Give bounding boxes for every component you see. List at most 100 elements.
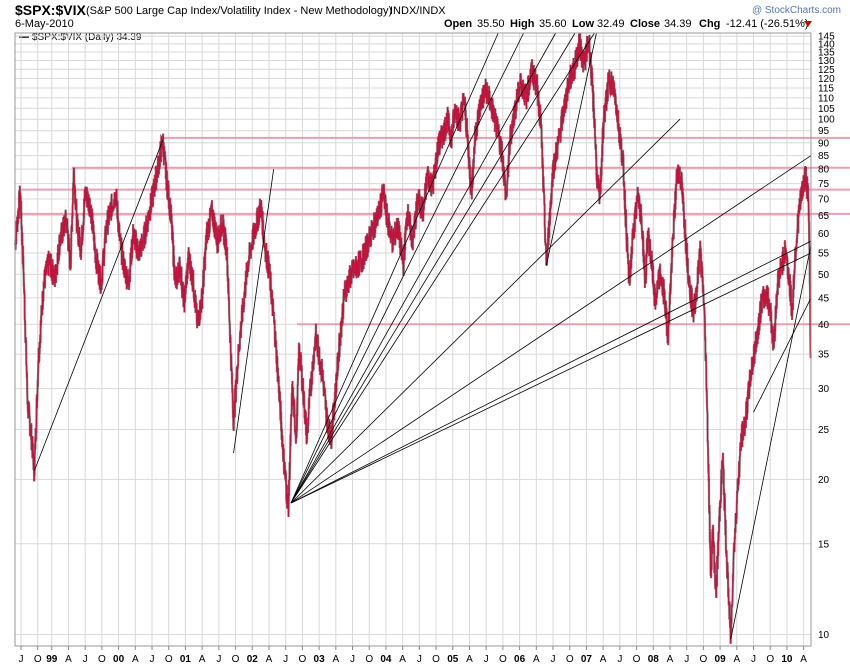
x-tick-label: A	[733, 654, 740, 665]
y-tick-label: 90	[818, 138, 830, 149]
x-tick-label: O	[499, 654, 507, 665]
x-tick-label: O	[633, 654, 641, 665]
y-tick-label: 60	[818, 229, 830, 240]
x-tick-label: 03	[314, 654, 326, 665]
y-tick-label: 70	[818, 195, 830, 206]
trend-line	[34, 140, 164, 471]
x-tick-label: A	[600, 654, 607, 665]
x-tick-label: J	[617, 654, 622, 665]
open-label: Open	[444, 18, 472, 30]
x-tick-label: 00	[113, 654, 125, 665]
y-tick-label: 95	[818, 126, 830, 137]
y-tick-label: 40	[818, 320, 830, 331]
trend-line	[290, 32, 499, 504]
trend-line	[290, 240, 812, 504]
x-tick-label: 06	[514, 654, 526, 665]
x-tick-label: 07	[581, 654, 593, 665]
gridlines	[15, 33, 811, 646]
chart-description: (S&P 500 Large Cap Index/Volatility Inde…	[86, 5, 392, 17]
x-tick-label: J	[216, 654, 221, 665]
x-tick-label: A	[266, 654, 273, 665]
x-tick-label: J	[283, 654, 288, 665]
y-tick-label: 145	[818, 32, 835, 43]
x-tick-label: O	[98, 654, 106, 665]
x-tick-label: J	[150, 654, 155, 665]
x-tick-label: 09	[715, 654, 727, 665]
price-series	[13, 32, 812, 644]
chart-symbol: $SPX:$VIX	[15, 2, 86, 18]
legend-label: $SPX:$VIX (Daily) 34.39	[32, 32, 142, 43]
trend-line	[290, 118, 681, 504]
x-tick-label: A	[199, 654, 206, 665]
x-tick-label: O	[165, 654, 173, 665]
x-tick-label: A	[65, 654, 72, 665]
x-tick-label: J	[417, 654, 422, 665]
chart-date: 6-May-2010	[15, 18, 74, 30]
x-tick-label: O	[34, 654, 42, 665]
high-label: High	[510, 18, 535, 30]
y-tick-label: 135	[818, 48, 835, 59]
x-tick-label: A	[533, 654, 540, 665]
low-value: 32.49	[597, 18, 625, 30]
trend-line	[233, 169, 275, 454]
price-line	[14, 32, 812, 644]
x-tick-label: J	[751, 654, 756, 665]
close-label: Close	[630, 18, 660, 30]
y-tick-label: 25	[818, 425, 830, 436]
trend-line	[290, 32, 595, 504]
horizontal-levels	[19, 136, 850, 326]
x-tick-label: A	[800, 654, 807, 665]
x-tick-label: O	[766, 654, 774, 665]
x-tick-label: A	[399, 654, 406, 665]
x-tick-label: A	[466, 654, 473, 665]
y-tick-label: 35	[818, 350, 830, 361]
x-tick-label: A	[332, 654, 339, 665]
trend-line	[290, 32, 576, 504]
x-tick-label: 08	[648, 654, 660, 665]
trend-lines	[34, 32, 812, 640]
x-tick-label: A	[132, 654, 139, 665]
x-tick-label: 10	[781, 654, 793, 665]
x-tick-label: 04	[380, 654, 392, 665]
trend-line	[290, 252, 812, 504]
y-tick-label: 85	[818, 151, 830, 162]
ohlc-readout: Open 35.50 High 35.60 Low 32.49 Close 34…	[444, 18, 812, 30]
open-value: 35.50	[477, 18, 505, 30]
x-tick-label: 05	[447, 654, 459, 665]
x-tick-label: 02	[247, 654, 259, 665]
y-tick-label: 115	[818, 83, 834, 94]
y-axis: 1015202530354045505560657075808590951001…	[818, 32, 835, 641]
x-tick-label: O	[298, 654, 306, 665]
x-tick-label: 01	[180, 654, 192, 665]
plot-frame	[14, 32, 812, 647]
x-tick-label: J	[83, 654, 88, 665]
y-tick-label: 10	[818, 630, 830, 641]
x-tick-label: O	[232, 654, 240, 665]
x-tick-label: J	[350, 654, 355, 665]
y-tick-label: 50	[818, 270, 830, 281]
x-tick-label: A	[667, 654, 674, 665]
y-tick-label: 20	[818, 475, 830, 486]
trend-line	[545, 32, 597, 266]
low-label: Low	[572, 18, 594, 30]
x-tick-label: J	[19, 654, 24, 665]
trend-line	[753, 297, 812, 413]
y-tick-label: 105	[818, 104, 835, 115]
x-tick-label: O	[432, 654, 440, 665]
y-tick-label: 65	[818, 211, 830, 222]
x-tick-label: J	[484, 654, 489, 665]
trend-line	[290, 32, 524, 504]
high-value: 35.60	[539, 18, 567, 30]
x-tick-label: O	[566, 654, 574, 665]
close-value: 34.39	[664, 18, 692, 30]
y-tick-label: 45	[818, 293, 830, 304]
x-tick-label: J	[551, 654, 556, 665]
y-tick-label: 140	[818, 39, 835, 50]
y-tick-label: 130	[818, 56, 835, 67]
chg-down-arrow-icon	[804, 21, 812, 27]
stockcharts-watermark: @ StockCharts.com	[752, 5, 841, 16]
y-tick-label: 125	[818, 65, 835, 76]
y-tick-label: 55	[818, 249, 830, 260]
